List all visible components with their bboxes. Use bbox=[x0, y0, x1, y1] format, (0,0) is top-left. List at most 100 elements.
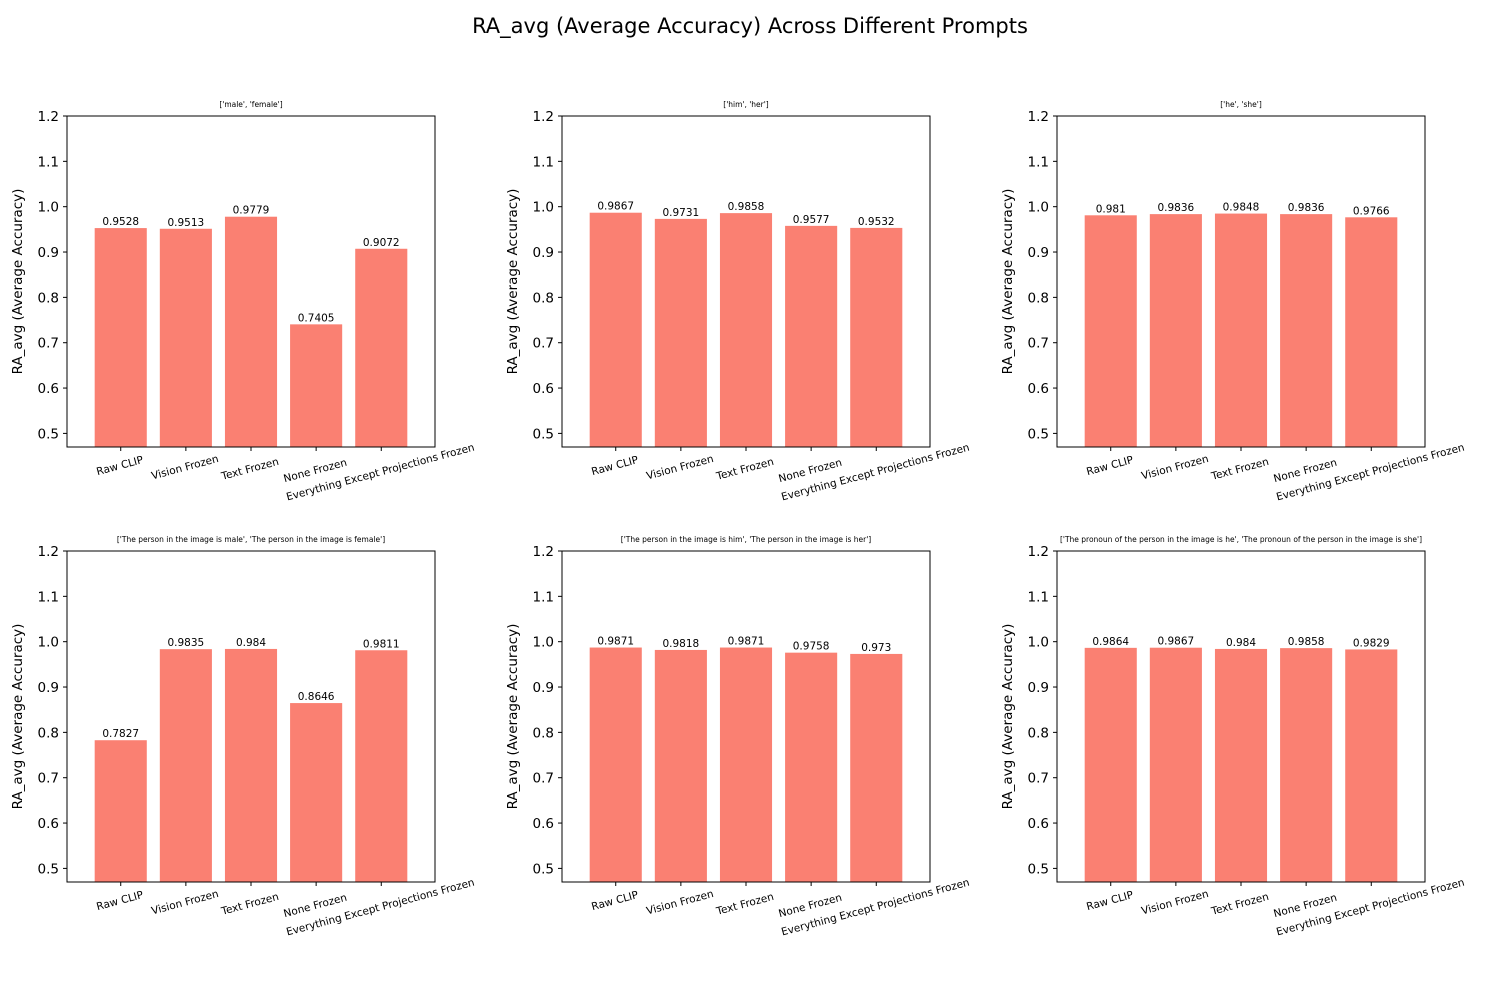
subplot-1: ['male', 'female'] 0.9528 0.9513 0.9779 0.74… bbox=[10, 100, 476, 503]
bar-value-label: 0.9848 bbox=[1223, 202, 1260, 214]
bar-value-label: 0.981 bbox=[1096, 203, 1126, 215]
y-tick-label: 0.5 bbox=[1028, 861, 1049, 877]
bar-value-label: 0.9766 bbox=[1353, 205, 1390, 217]
y-tick-label: 0.8 bbox=[38, 290, 59, 306]
y-tick-label: 1.2 bbox=[1028, 544, 1049, 560]
y-tick-label: 0.7 bbox=[1028, 336, 1049, 352]
bar-2 bbox=[1149, 214, 1202, 447]
subplot-2: ['him', 'her'] 0.9867 0.9731 0.9858 0.9577 0.… bbox=[505, 100, 971, 503]
y-tick-label: 0.7 bbox=[533, 336, 554, 352]
bar-4 bbox=[1280, 648, 1333, 882]
bar-5 bbox=[850, 227, 903, 447]
y-tick-label: 0.6 bbox=[533, 381, 554, 397]
bar-3 bbox=[719, 213, 773, 447]
bar-1 bbox=[1084, 647, 1137, 882]
y-tick-label: 1.0 bbox=[1028, 635, 1049, 651]
y-tick-label: 0.7 bbox=[533, 771, 554, 787]
bar-4 bbox=[785, 225, 838, 447]
bar-4 bbox=[1280, 214, 1333, 447]
y-tick-label: 1.2 bbox=[38, 109, 59, 125]
bar-5 bbox=[1345, 217, 1398, 447]
bar-1 bbox=[589, 647, 642, 882]
x-tick-label: Vision Frozen bbox=[645, 888, 715, 917]
y-tick-label: 0.5 bbox=[38, 426, 59, 442]
y-tick-label: 1.1 bbox=[38, 154, 59, 170]
y-tick-label: 0.8 bbox=[533, 725, 554, 741]
bar-2 bbox=[654, 218, 707, 447]
bar-value-label: 0.9758 bbox=[793, 641, 830, 653]
y-axis-label: RA_avg (Average Accuracy) bbox=[10, 624, 26, 810]
x-tick-label: Text Frozen bbox=[1209, 891, 1270, 918]
y-tick-label: 0.7 bbox=[38, 336, 59, 352]
y-tick-label: 0.5 bbox=[533, 426, 554, 442]
bar-value-label: 0.9818 bbox=[662, 638, 699, 650]
subplot-title: ['him', 'her'] bbox=[723, 100, 769, 109]
subplot-5: ['The person in the image is him', 'The … bbox=[505, 535, 971, 938]
x-tick-label: Text Frozen bbox=[714, 891, 775, 918]
subplot-title: ['he', 'she'] bbox=[1220, 100, 1262, 109]
bar-value-label: 0.9867 bbox=[1157, 636, 1194, 648]
bar-value-label: 0.9858 bbox=[728, 201, 765, 213]
x-tick-label: Raw CLIP bbox=[1085, 889, 1135, 913]
y-tick-label: 0.8 bbox=[38, 725, 59, 741]
bar-value-label: 0.9779 bbox=[233, 205, 270, 217]
bar-1 bbox=[589, 212, 642, 447]
y-tick-label: 0.6 bbox=[38, 816, 59, 832]
bar-1 bbox=[94, 228, 147, 447]
y-tick-label: 1.1 bbox=[1028, 154, 1049, 170]
x-tick-label: Text Frozen bbox=[219, 456, 280, 483]
bar-5 bbox=[1345, 649, 1398, 882]
y-axis-label: RA_avg (Average Accuracy) bbox=[1000, 189, 1016, 375]
bar-5 bbox=[355, 650, 408, 882]
y-tick-label: 0.9 bbox=[38, 245, 59, 261]
subplot-6: ['The pronoun of the person in the image… bbox=[1000, 535, 1466, 938]
y-axis-label: RA_avg (Average Accuracy) bbox=[1000, 624, 1016, 810]
y-tick-label: 1.1 bbox=[1028, 589, 1049, 605]
bar-4 bbox=[785, 652, 838, 882]
bar-value-label: 0.9528 bbox=[102, 216, 139, 228]
y-tick-label: 1.2 bbox=[533, 109, 554, 125]
x-tick-label: Vision Frozen bbox=[150, 453, 220, 482]
bar-2 bbox=[1149, 647, 1202, 882]
bar-1 bbox=[1084, 215, 1137, 447]
bar-4 bbox=[290, 703, 343, 882]
bar-value-label: 0.9577 bbox=[793, 214, 830, 226]
bar-value-label: 0.973 bbox=[861, 642, 891, 654]
y-tick-label: 0.9 bbox=[1028, 680, 1049, 696]
y-tick-label: 0.9 bbox=[533, 680, 554, 696]
bar-value-label: 0.9811 bbox=[363, 638, 400, 650]
bar-value-label: 0.9072 bbox=[363, 237, 400, 249]
subplot-title: ['The person in the image is him', 'The … bbox=[621, 535, 871, 544]
bar-2 bbox=[159, 228, 212, 447]
subplot-title: ['The person in the image is male', 'The… bbox=[117, 535, 385, 544]
y-tick-label: 1.0 bbox=[533, 200, 554, 216]
y-tick-label: 0.8 bbox=[533, 290, 554, 306]
y-tick-label: 0.8 bbox=[1028, 290, 1049, 306]
bar-5 bbox=[355, 248, 408, 447]
subplot-4: ['The person in the image is male', 'The… bbox=[10, 535, 476, 938]
x-tick-label: Raw CLIP bbox=[95, 889, 145, 913]
x-tick-label: Text Frozen bbox=[714, 456, 775, 483]
bar-value-label: 0.9836 bbox=[1157, 202, 1194, 214]
bar-value-label: 0.9867 bbox=[597, 201, 634, 213]
bar-4 bbox=[290, 324, 343, 447]
x-tick-label: Vision Frozen bbox=[1140, 888, 1210, 917]
y-axis-label: RA_avg (Average Accuracy) bbox=[505, 624, 521, 810]
bar-value-label: 0.8646 bbox=[298, 691, 335, 703]
x-tick-label: Raw CLIP bbox=[590, 454, 640, 478]
y-tick-label: 0.6 bbox=[38, 381, 59, 397]
x-tick-label: Vision Frozen bbox=[645, 453, 715, 482]
figure-title: RA_avg (Average Accuracy) Across Differe… bbox=[472, 14, 1028, 38]
y-tick-label: 1.0 bbox=[38, 200, 59, 216]
x-tick-label: Vision Frozen bbox=[150, 888, 220, 917]
bar-value-label: 0.9871 bbox=[597, 636, 634, 648]
subplot-title: ['The pronoun of the person in the image… bbox=[1060, 535, 1422, 544]
y-tick-label: 1.2 bbox=[38, 544, 59, 560]
y-tick-label: 0.8 bbox=[1028, 725, 1049, 741]
bar-3 bbox=[1214, 213, 1268, 447]
bar-value-label: 0.9731 bbox=[662, 207, 699, 219]
bar-value-label: 0.9836 bbox=[1288, 202, 1325, 214]
y-tick-label: 0.5 bbox=[533, 861, 554, 877]
bar-3 bbox=[224, 648, 278, 882]
bar-value-label: 0.9829 bbox=[1353, 637, 1390, 649]
